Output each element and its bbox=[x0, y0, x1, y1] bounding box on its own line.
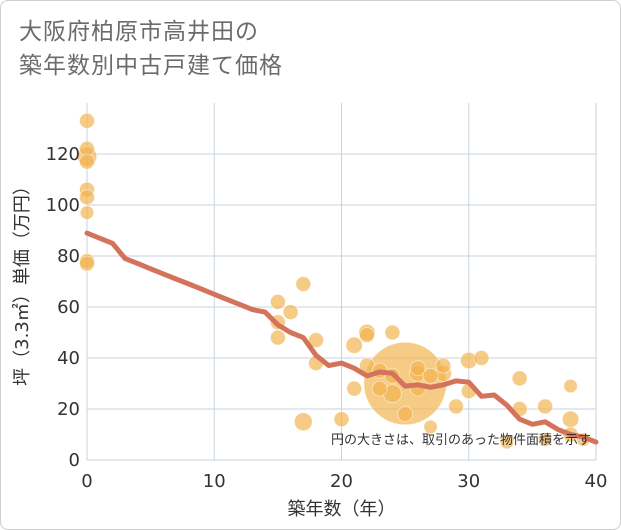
data-bubble bbox=[423, 419, 438, 435]
data-bubble bbox=[308, 332, 324, 349]
data-bubble bbox=[537, 432, 553, 447]
chart-title-line-1: 大阪府柏原市高井田の bbox=[19, 19, 259, 45]
data-bubble bbox=[422, 367, 439, 384]
y-tick-label: 100 bbox=[46, 195, 80, 216]
y-axis-label: 坪（3.3㎡）単価（万円） bbox=[11, 177, 33, 386]
data-bubble bbox=[511, 370, 528, 387]
data-bubble bbox=[269, 329, 286, 346]
y-tick-label: 0 bbox=[69, 450, 80, 471]
data-bubble bbox=[409, 360, 426, 377]
trend-line bbox=[84, 230, 599, 445]
data-bubble bbox=[79, 205, 95, 220]
data-bubble bbox=[79, 189, 95, 206]
data-bubble bbox=[537, 398, 553, 415]
x-axis-label: 築年数（年） bbox=[288, 499, 396, 520]
data-bubble bbox=[563, 378, 578, 394]
y-tick-label: 120 bbox=[46, 144, 80, 165]
y-tick-label: 40 bbox=[57, 348, 80, 369]
data-bubble bbox=[397, 406, 414, 423]
y-axis-ticks: 0 20 40 60 80 100 120 bbox=[46, 144, 80, 471]
data-bubble bbox=[473, 350, 490, 366]
y-tick-label: 80 bbox=[57, 246, 80, 267]
x-tick-label: 0 bbox=[81, 471, 92, 492]
data-bubble bbox=[435, 357, 452, 374]
data-bubble bbox=[359, 327, 375, 343]
x-tick-label: 10 bbox=[203, 471, 226, 492]
data-bubble bbox=[79, 153, 95, 170]
data-bubble bbox=[295, 276, 312, 292]
data-bubble bbox=[499, 434, 515, 450]
bubble-series bbox=[76, 112, 591, 450]
y-tick-label: 60 bbox=[57, 297, 80, 318]
data-bubble bbox=[79, 112, 95, 129]
data-bubble bbox=[293, 412, 313, 432]
chart-title: 大阪府柏原市高井田の 築年数別中古戸建て価格 bbox=[19, 15, 283, 83]
data-bubble bbox=[561, 410, 580, 428]
data-bubble bbox=[346, 380, 363, 397]
x-tick-label: 20 bbox=[330, 471, 353, 492]
size-annotation: 円の大きさは、取引のあった物件面積を示す bbox=[331, 433, 591, 448]
chart-title-line-2: 築年数別中古戸建て価格 bbox=[19, 53, 283, 79]
data-bubble bbox=[371, 380, 388, 397]
y-tick-label: 20 bbox=[57, 399, 80, 420]
data-bubble bbox=[79, 255, 95, 272]
data-bubble bbox=[384, 324, 401, 341]
x-axis-ticks: 0 10 20 30 40 bbox=[81, 471, 607, 492]
data-bubble bbox=[448, 398, 464, 415]
x-tick-label: 30 bbox=[457, 471, 480, 492]
x-tick-label: 40 bbox=[585, 471, 608, 492]
data-bubble bbox=[333, 411, 350, 428]
data-bubble bbox=[345, 336, 363, 354]
data-bubble bbox=[282, 304, 299, 321]
data-bubble bbox=[269, 293, 286, 310]
